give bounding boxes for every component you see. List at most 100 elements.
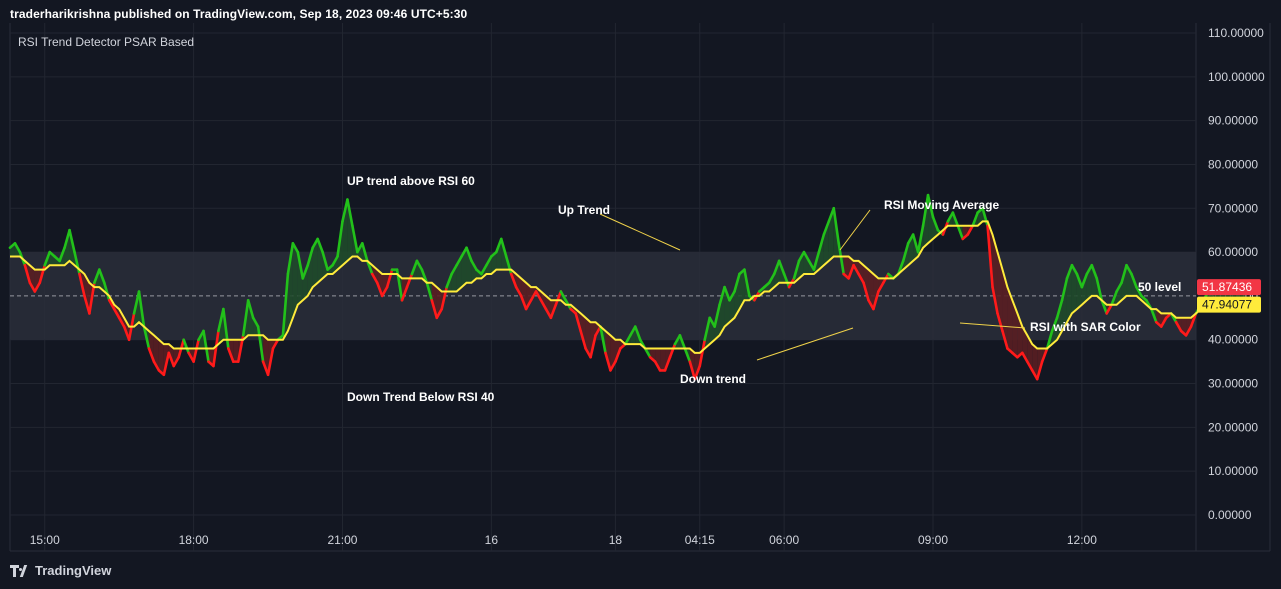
rsi-line-segment xyxy=(1070,263,1079,276)
x-tick-label: 21:00 xyxy=(327,533,357,547)
tradingview-logo[interactable]: TradingView xyxy=(10,563,111,578)
annotation-pointer xyxy=(599,213,681,251)
rsi-line-segment xyxy=(212,329,220,368)
rsi-line-segment xyxy=(772,259,781,276)
rsi-line-segment xyxy=(182,338,190,355)
rsi-fill-segment xyxy=(491,252,497,274)
rsi-line-segment xyxy=(817,233,826,254)
indicator-title[interactable]: RSI Trend Detector PSAR Based xyxy=(18,35,195,49)
rsi-line-segment xyxy=(142,325,151,350)
annotation-label: UP trend above RSI 60 xyxy=(347,174,475,188)
rsi-line-segment xyxy=(301,263,310,280)
annotation-label: RSI Moving Average xyxy=(884,198,999,212)
annotation-label: Down Trend Below RSI 40 xyxy=(347,390,495,404)
annotation-label: RSI with SAR Color xyxy=(1030,320,1141,334)
rsi-line-segment xyxy=(1075,272,1084,289)
rsi-line-segment xyxy=(410,259,419,276)
rsi-line-segment xyxy=(643,347,652,359)
rsi-line-segment xyxy=(534,290,543,302)
rsi-fill-segment xyxy=(471,260,477,283)
y-tick-label: 90.00000 xyxy=(1208,114,1258,128)
rsi-line-segment xyxy=(822,220,831,236)
rsi-fill-segment xyxy=(1081,274,1087,305)
rsi-line-segment xyxy=(956,224,965,241)
rsi-fill-segment xyxy=(1091,265,1097,296)
rsi-fill-segment xyxy=(263,335,269,375)
rsi-line-segment xyxy=(877,281,885,293)
y-tick-label: 0.00000 xyxy=(1208,508,1252,522)
rsi-line-segment xyxy=(365,259,374,276)
rsi-line-segment xyxy=(271,338,280,350)
rsi-line-segment xyxy=(425,281,434,302)
rsi-line-segment xyxy=(668,342,677,359)
rsi-line-segment xyxy=(693,364,702,381)
rsi-line-segment xyxy=(202,329,210,363)
rsi-line-segment xyxy=(1095,277,1104,302)
rsi-fill-segment xyxy=(1076,274,1082,310)
rsi-line-segment xyxy=(916,224,925,254)
rsi-line-segment xyxy=(117,316,126,328)
rsi-fill-segment xyxy=(545,295,551,318)
rsi-moving-average-line xyxy=(10,220,1246,354)
annotation-label: Up Trend xyxy=(558,203,610,217)
y-tick-label: 70.00000 xyxy=(1208,201,1258,215)
rsi-line-segment xyxy=(420,268,429,285)
rsi-line-segment xyxy=(896,259,905,276)
rsi-line-segment xyxy=(862,281,870,302)
tradingview-logo-icon xyxy=(10,564,30,577)
rsi-fill-segment xyxy=(148,330,154,362)
rsi-line-segment xyxy=(1130,272,1138,289)
rsi-line-segment xyxy=(926,193,935,219)
rsi-line-segment xyxy=(1045,329,1054,350)
rsi-line-segment xyxy=(529,290,538,302)
rsi-last-value: 51.87436 xyxy=(1202,280,1252,294)
rsi-fill-segment xyxy=(84,274,90,314)
rsi-line-segment xyxy=(1025,360,1034,372)
x-tick-label: 18:00 xyxy=(179,533,209,547)
rsi-line-segment xyxy=(614,347,622,363)
tradingview-brand: TradingView xyxy=(35,563,112,578)
rsi-line-segment xyxy=(1115,281,1123,293)
rsi-line-segment xyxy=(996,312,1004,333)
rsi-line-segment xyxy=(361,242,369,263)
rsi-line-segment xyxy=(1021,351,1029,363)
rsi-line-segment xyxy=(509,272,518,289)
rsi-line-segment xyxy=(147,347,156,363)
rsi-line-segment xyxy=(321,250,329,271)
rsi-line-segment xyxy=(812,250,821,271)
rsi-fill-segment xyxy=(655,348,661,371)
rsi-line-segment xyxy=(797,250,806,263)
rsi-line-segment xyxy=(450,263,458,276)
rsi-line-segment xyxy=(554,290,563,306)
rsi-line-segment xyxy=(609,360,617,372)
rsi-fill-segment xyxy=(734,274,740,318)
rsi-line-segment xyxy=(172,355,181,368)
rsi-line-segment xyxy=(430,298,439,320)
rsi-fill-segment xyxy=(287,243,293,331)
rsi-line-segment xyxy=(1135,285,1143,298)
rsi-line-segment xyxy=(222,307,230,350)
rsi-line-segment xyxy=(718,285,726,306)
rsi-line-segment xyxy=(485,255,493,267)
rsi-fill-segment xyxy=(1071,265,1077,314)
rsi-line-segment xyxy=(981,206,989,228)
rsi-fill-segment xyxy=(307,247,313,296)
rsi-line-segment xyxy=(63,228,71,250)
rsi-line-segment xyxy=(921,193,930,228)
rsi-fill-segment xyxy=(843,256,849,279)
rsi-line-segment xyxy=(341,198,349,223)
y-tick-label: 40.00000 xyxy=(1208,333,1258,347)
y-tick-label: 110.00000 xyxy=(1208,26,1264,40)
rsi-line-segment xyxy=(132,290,141,315)
annotation-pointer xyxy=(756,327,854,361)
x-tick-label: 04:15 xyxy=(685,533,715,547)
rsi-line-segment xyxy=(574,312,582,333)
rsi-fill-segment xyxy=(461,247,467,288)
annotation-pointer xyxy=(839,209,871,251)
rsi-line-segment xyxy=(1065,263,1074,280)
x-tick-label: 15:00 xyxy=(30,533,60,547)
rsi-line-segment xyxy=(733,272,741,293)
rsi-fill-segment xyxy=(233,339,239,362)
